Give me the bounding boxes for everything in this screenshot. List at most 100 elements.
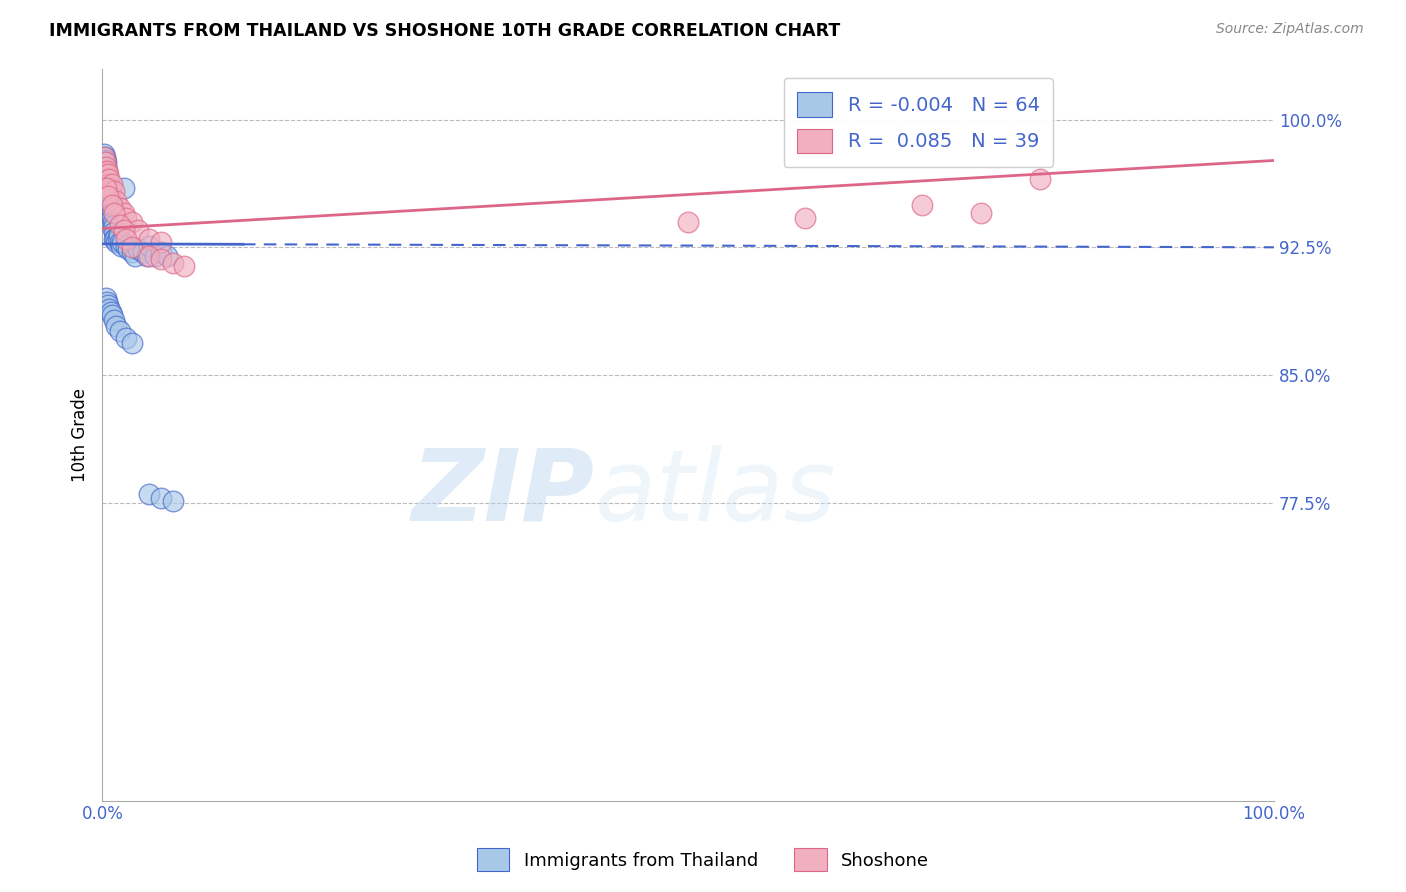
Point <box>110 238 132 252</box>
Point <box>98 184 121 198</box>
Point <box>96 163 118 178</box>
Point <box>970 206 993 220</box>
Text: atlas: atlas <box>595 444 837 541</box>
Point <box>94 291 117 305</box>
Point <box>108 235 131 250</box>
Point <box>108 228 131 243</box>
Point <box>98 172 121 186</box>
Point <box>676 215 699 229</box>
Point <box>97 167 120 181</box>
Point <box>97 194 120 209</box>
Point <box>103 313 125 327</box>
Point <box>105 235 128 250</box>
Point <box>94 153 117 168</box>
Point <box>121 215 143 229</box>
Point <box>112 223 135 237</box>
Point <box>101 178 124 192</box>
Point <box>104 232 127 246</box>
Legend: Immigrants from Thailand, Shoshone: Immigrants from Thailand, Shoshone <box>470 841 936 879</box>
Point <box>96 163 118 178</box>
Point <box>127 242 149 256</box>
Point <box>124 249 146 263</box>
Point <box>97 187 120 202</box>
Point <box>97 172 120 186</box>
Point <box>107 232 129 246</box>
Point <box>97 178 120 192</box>
Text: ZIP: ZIP <box>412 444 595 541</box>
Point <box>105 194 128 209</box>
Point <box>96 176 118 190</box>
Point <box>173 259 195 273</box>
Point <box>94 172 117 186</box>
Point <box>94 161 117 175</box>
Point <box>93 146 115 161</box>
Point <box>911 198 934 212</box>
Point <box>150 491 173 505</box>
Point <box>138 249 160 263</box>
Point <box>115 238 138 252</box>
Point <box>97 180 120 194</box>
Point <box>794 211 817 226</box>
Point <box>98 301 121 316</box>
Point <box>112 206 135 220</box>
Text: Source: ZipAtlas.com: Source: ZipAtlas.com <box>1216 22 1364 37</box>
Point <box>115 232 138 246</box>
Point <box>94 155 117 169</box>
Point <box>94 167 117 181</box>
Point <box>100 305 122 319</box>
Point <box>105 318 128 333</box>
Point <box>150 235 173 250</box>
Point <box>136 249 159 263</box>
Point <box>93 150 115 164</box>
Point <box>117 242 139 256</box>
Point <box>111 235 134 250</box>
Point <box>101 221 124 235</box>
Point <box>115 330 138 344</box>
Point <box>101 198 124 212</box>
Point <box>101 309 124 323</box>
Point <box>103 218 125 232</box>
Point <box>94 150 117 164</box>
Point <box>121 335 143 350</box>
Point <box>100 208 122 222</box>
Point <box>94 163 117 178</box>
Point <box>98 180 121 194</box>
Point <box>103 232 125 246</box>
Point <box>108 218 131 232</box>
Text: IMMIGRANTS FROM THAILAND VS SHOSHONE 10TH GRADE CORRELATION CHART: IMMIGRANTS FROM THAILAND VS SHOSHONE 10T… <box>49 22 841 40</box>
Point <box>98 198 121 212</box>
Point <box>150 252 173 267</box>
Point <box>132 245 155 260</box>
Point <box>101 204 124 219</box>
Point <box>97 298 120 312</box>
Point <box>162 255 184 269</box>
Point <box>93 155 115 169</box>
Point <box>97 189 120 203</box>
Point <box>112 180 135 194</box>
Point <box>96 172 118 186</box>
Point <box>100 184 122 198</box>
Point <box>98 191 121 205</box>
Point <box>100 201 122 215</box>
Point <box>143 249 166 263</box>
Point <box>94 155 117 169</box>
Point <box>162 494 184 508</box>
Legend: R = -0.004   N = 64, R =  0.085   N = 39: R = -0.004 N = 64, R = 0.085 N = 39 <box>783 78 1053 167</box>
Point <box>94 163 117 178</box>
Point <box>127 223 149 237</box>
Point <box>101 215 124 229</box>
Point <box>156 249 179 263</box>
Point <box>1028 172 1050 186</box>
Point <box>138 232 160 246</box>
Point <box>103 184 125 198</box>
Point <box>108 324 131 338</box>
Point <box>103 206 125 220</box>
Point <box>108 201 131 215</box>
Point <box>115 211 138 226</box>
Point <box>138 487 160 501</box>
Point <box>96 294 118 309</box>
Point <box>96 169 118 183</box>
Point <box>150 245 173 260</box>
Point <box>94 167 117 181</box>
Y-axis label: 10th Grade: 10th Grade <box>72 387 89 482</box>
